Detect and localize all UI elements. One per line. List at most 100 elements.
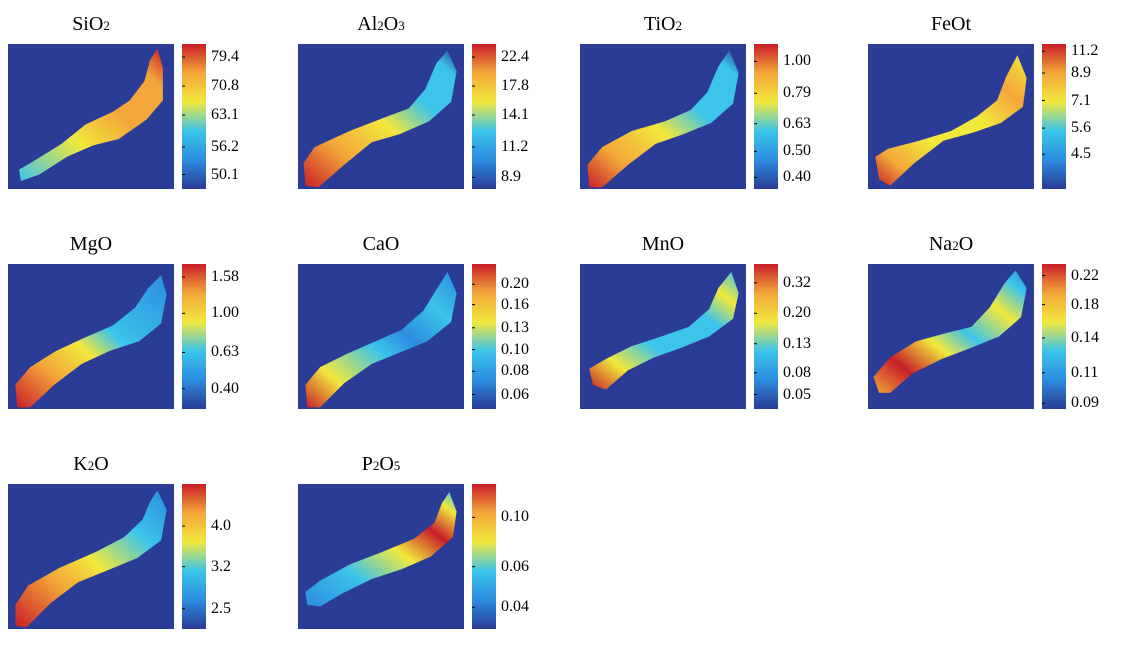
colorbar-gradient — [472, 264, 496, 409]
colorbar-tick-label: 4.5 — [1071, 145, 1091, 163]
colorbar-tick-label: 0.06 — [501, 557, 529, 575]
survey-area — [305, 492, 457, 607]
title-text: MgO — [69, 233, 113, 255]
panel-title: MgO — [8, 232, 174, 256]
colorbar-tick-label: 70.8 — [211, 77, 239, 95]
heatmap-svg — [868, 264, 1034, 409]
heatmap-plot — [298, 44, 464, 189]
colorbar-tick-label: 0.63 — [783, 114, 811, 132]
colorbar-tick-label: 0.11 — [1071, 363, 1099, 381]
heatmap-svg — [298, 484, 464, 629]
panel-mno: MnO 0.32 0.20 0.13 0.08 0.05 — [572, 232, 852, 432]
colorbar-tick-label: 17.8 — [501, 77, 529, 95]
heatmap-plot — [868, 44, 1034, 189]
title-text: K — [73, 453, 88, 475]
panel-mgo: MgO 1.58 1.00 0.63 0.40 — [0, 232, 280, 432]
colorbar-tick-label: 1.00 — [783, 52, 811, 70]
heatmap-svg — [868, 44, 1034, 189]
heatmap-plot — [298, 264, 464, 409]
panel-cao: CaO 0.20 0.16 0.13 0.10 0.08 0.06 — [290, 232, 570, 432]
heatmap-plot — [580, 44, 746, 189]
colorbar-tick-label: 0.22 — [1071, 266, 1099, 284]
colorbar-tick-label: 5.6 — [1071, 119, 1091, 137]
panel-title: FeOt — [868, 12, 1034, 36]
colorbar — [182, 44, 206, 189]
title-subscript: 2 — [103, 18, 110, 33]
title-text: Na — [928, 233, 953, 255]
panel-title: CaO — [298, 232, 464, 256]
colorbar-tick-label: 0.13 — [783, 334, 811, 352]
heatmap-svg — [298, 264, 464, 409]
colorbar-tick-label: 0.16 — [501, 295, 529, 313]
panel-title: K2O — [8, 452, 174, 478]
heatmap-svg — [8, 484, 174, 629]
title-text: TiO — [643, 13, 676, 35]
colorbar-tick-label: 0.18 — [1071, 295, 1099, 313]
title-text: FeOt — [931, 13, 971, 35]
colorbar-tick-label: 11.2 — [1071, 42, 1099, 60]
colorbar-gradient — [182, 264, 206, 409]
colorbar-tick-label: 0.08 — [783, 363, 811, 381]
colorbar-tick-label: 79.4 — [211, 48, 239, 66]
colorbar-tick-label: 8.9 — [501, 168, 521, 186]
panel-title: Al2O3 — [298, 12, 464, 38]
title-text: P — [361, 453, 373, 475]
panel-title: SiO2 — [8, 12, 174, 38]
colorbar-tick-label: 0.20 — [783, 304, 811, 322]
colorbar-tick-label: 0.14 — [1071, 328, 1099, 346]
survey-area — [15, 275, 167, 408]
colorbar-tick-label: 22.4 — [501, 48, 529, 66]
panel-al2o3: Al2O3 22.4 17.8 14.1 11.2 8.9 — [290, 12, 570, 212]
colorbar — [182, 484, 206, 629]
heatmap-svg — [8, 264, 174, 409]
panel-title: MnO — [580, 232, 746, 256]
survey-area — [305, 272, 457, 408]
heatmap-svg — [298, 44, 464, 189]
heatmap-plot — [8, 484, 174, 629]
colorbar-gradient — [472, 44, 496, 189]
panel-p2o5: P2O5 0.10 0.06 0.04 — [290, 452, 570, 652]
colorbar-tick-label: 0.40 — [783, 168, 811, 186]
colorbar — [754, 264, 778, 409]
panel-na2o: Na2O 0.22 0.18 0.14 0.11 0.09 — [860, 232, 1122, 432]
colorbar-gradient — [472, 484, 496, 629]
title-subscript: 5 — [393, 458, 401, 473]
colorbar-tick-label: 0.79 — [783, 84, 811, 102]
colorbar-gradient — [1042, 44, 1066, 189]
colorbar — [754, 44, 778, 189]
panel-tio2: TiO2 1.00 0.79 0.63 0.50 0.40 — [572, 12, 852, 212]
panel-feot: FeOt 11.2 8.9 7.1 5.6 4.5 — [860, 12, 1122, 212]
colorbar-tick-label: 0.50 — [783, 142, 811, 160]
colorbar — [1042, 264, 1066, 409]
heatmap-plot — [8, 44, 174, 189]
colorbar-tick-label: 0.06 — [501, 385, 529, 403]
colorbar-tick-label: 8.9 — [1071, 64, 1091, 81]
colorbar-tick-label: 50.1 — [211, 165, 239, 183]
colorbar-tick-label: 0.13 — [501, 318, 529, 336]
survey-area — [587, 50, 739, 188]
colorbar-tick-label: 56.2 — [211, 137, 239, 155]
colorbar-tick-label: 0.20 — [501, 275, 529, 293]
heatmap-plot — [298, 484, 464, 629]
colorbar-tick-label: 2.5 — [211, 599, 231, 617]
panel-title: TiO2 — [580, 12, 746, 38]
title-subscript: 2 — [372, 458, 380, 473]
colorbar-tick-label: 0.40 — [211, 379, 239, 397]
heatmap-svg — [580, 44, 746, 189]
colorbar — [472, 484, 496, 629]
survey-area — [875, 55, 1027, 186]
colorbar-gradient — [182, 44, 206, 189]
heatmap-plot — [8, 264, 174, 409]
survey-area — [15, 490, 167, 628]
colorbar — [1042, 44, 1066, 189]
colorbar — [182, 264, 206, 409]
panel-sio2: SiO2 79.4 70.8 63.1 56.2 50.1 — [0, 12, 280, 212]
colorbar-tick-label: 0.04 — [501, 598, 529, 616]
panel-k2o: K2O 4.0 3.2 2.5 — [0, 452, 280, 652]
colorbar-gradient — [1042, 264, 1066, 409]
heatmap-svg — [580, 264, 746, 409]
survey-area — [589, 272, 739, 390]
colorbar-tick-label: 0.05 — [783, 385, 811, 403]
colorbar-tick-label: 0.08 — [501, 362, 529, 380]
colorbar-tick-label: 0.10 — [501, 340, 529, 358]
